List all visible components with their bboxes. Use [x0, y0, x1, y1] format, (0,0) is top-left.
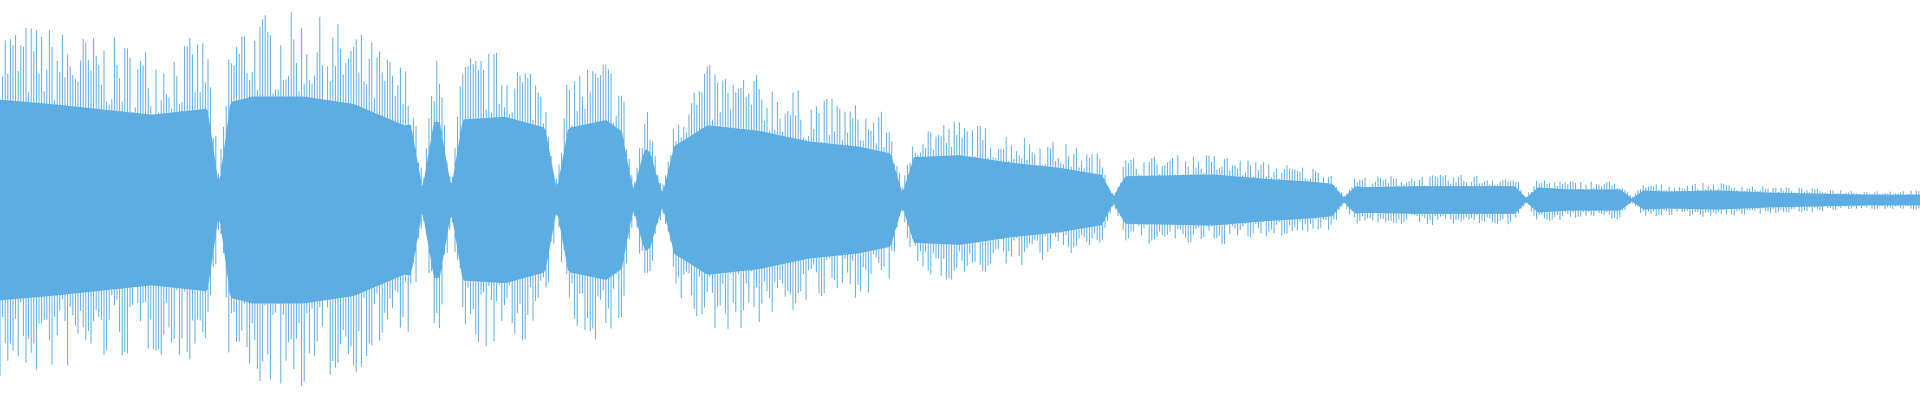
waveform-core — [0, 96, 1920, 304]
